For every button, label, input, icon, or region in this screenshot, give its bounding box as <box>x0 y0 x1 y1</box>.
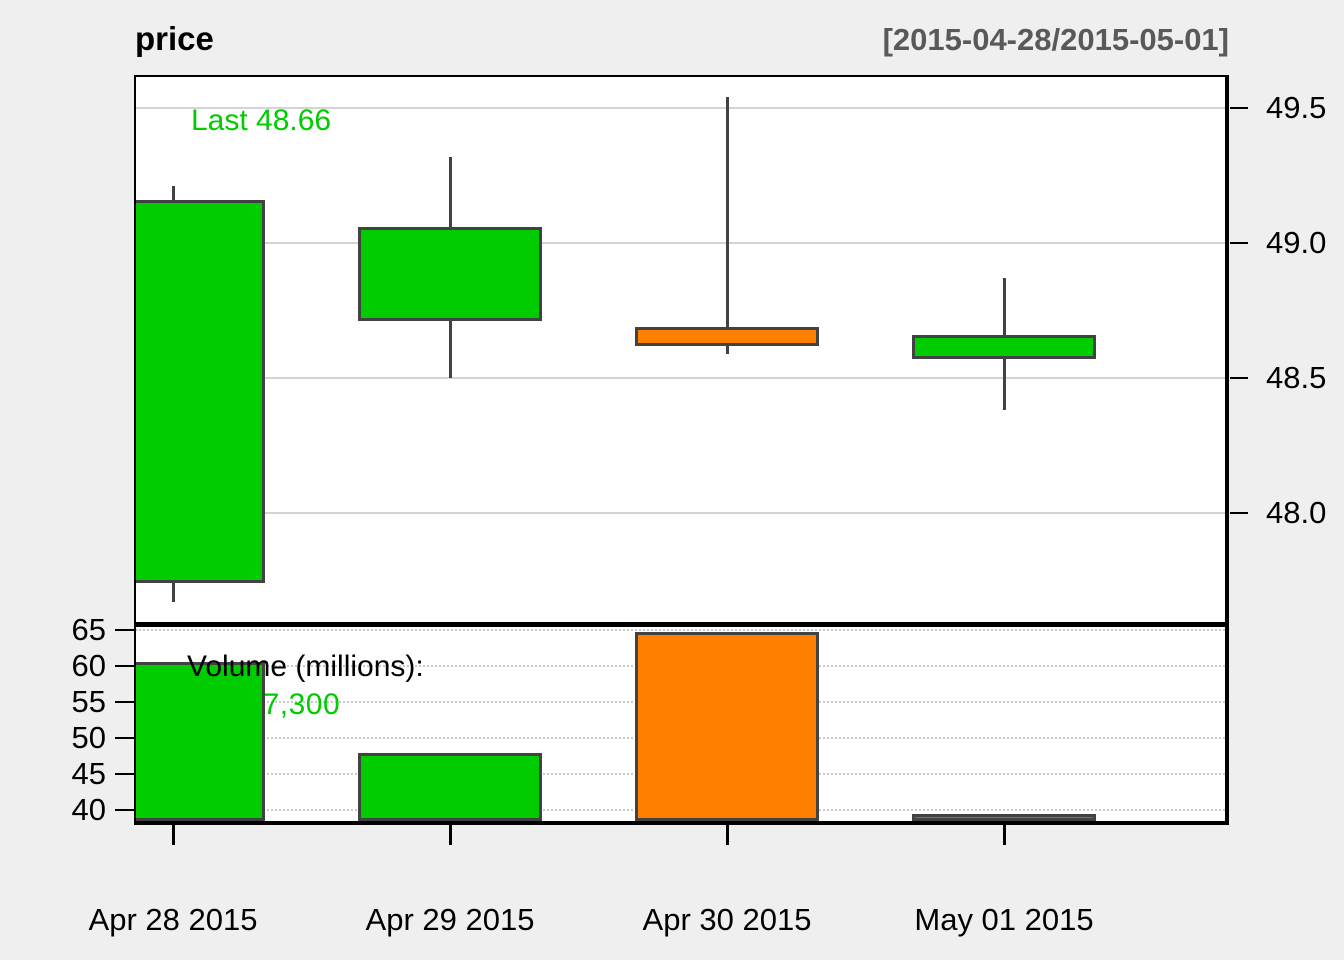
volume-axis-tick-label: 55 <box>71 684 106 719</box>
price-axis-tick-label: 49.0 <box>1266 225 1327 260</box>
candle-body <box>912 334 1096 360</box>
candle-body <box>635 326 819 346</box>
last-price-label: Last 48.66 <box>191 104 332 137</box>
x-axis-tick-label: Apr 29 2015 <box>365 902 535 937</box>
x-axis-tick <box>448 825 452 845</box>
volume-bar <box>358 753 542 821</box>
volume-axis-tick <box>115 701 134 703</box>
x-axis-tick <box>725 825 729 845</box>
volume-axis-tick-label: 60 <box>71 648 106 683</box>
price-axis-tick <box>1230 512 1248 514</box>
chart-title: price <box>135 20 214 57</box>
price-gridline <box>136 242 1225 244</box>
price-gridline <box>136 512 1225 514</box>
candle-wick <box>725 97 729 354</box>
price-axis-tick <box>1230 377 1248 379</box>
date-range-label: [2015-04-28/2015-05-01] <box>882 22 1229 57</box>
volume-axis-tick <box>115 665 134 667</box>
volume-axis-tick-label: 65 <box>71 612 106 647</box>
x-axis-tick <box>171 825 175 845</box>
volume-bar <box>635 632 819 821</box>
candle-body <box>358 226 542 322</box>
price-gridline <box>136 107 1225 109</box>
volume-gridline <box>136 629 1225 631</box>
price-axis-tick-label: 49.5 <box>1266 90 1327 125</box>
price-panel: Last 48.66 <box>134 75 1229 627</box>
volume-axis-tick-label: 40 <box>71 792 106 827</box>
price-axis-tick-label: 48.5 <box>1266 360 1327 395</box>
x-axis-tick <box>1002 825 1006 845</box>
candle-body <box>136 199 265 584</box>
volume-axis-tick <box>115 773 134 775</box>
volume-axis-tick <box>115 629 134 631</box>
x-axis-tick-label: May 01 2015 <box>914 902 1094 937</box>
price-axis-tick <box>1230 242 1248 244</box>
volume-legend-label: Volume (millions): <box>187 650 424 683</box>
volume-panel: 38,787,300 Volume (millions): <box>134 627 1229 825</box>
volume-bar <box>912 814 1096 821</box>
volume-bar <box>136 661 265 821</box>
price-axis-tick <box>1230 107 1248 109</box>
volume-axis-tick-label: 45 <box>71 756 106 791</box>
volume-axis-tick-label: 50 <box>71 720 106 755</box>
x-axis-tick-label: Apr 30 2015 <box>642 902 812 937</box>
price-gridline <box>136 377 1225 379</box>
volume-axis-tick <box>115 809 134 811</box>
volume-axis-tick <box>115 737 134 739</box>
price-axis-tick-label: 48.0 <box>1266 495 1327 530</box>
x-axis-tick-label: Apr 28 2015 <box>88 902 258 937</box>
